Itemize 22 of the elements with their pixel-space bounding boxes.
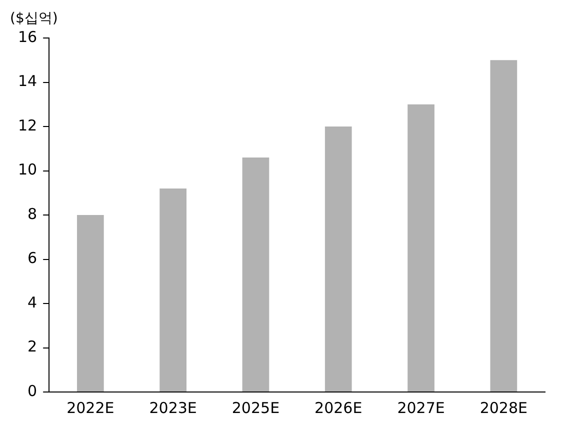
x-tick-label: 2022E bbox=[66, 398, 114, 417]
y-tick-label: 4 bbox=[28, 293, 38, 312]
bar bbox=[242, 157, 270, 392]
y-tick-label: 14 bbox=[18, 72, 38, 90]
y-tick-label: 6 bbox=[28, 249, 38, 268]
bar bbox=[490, 60, 518, 392]
y-tick-label: 10 bbox=[18, 160, 38, 179]
bar bbox=[76, 215, 104, 392]
bar bbox=[160, 188, 186, 392]
y-tick-label: 0 bbox=[28, 382, 38, 400]
y-axis-title: ($십억) bbox=[10, 10, 58, 27]
bar bbox=[324, 126, 352, 392]
y-tick-label: 12 bbox=[18, 116, 38, 134]
x-tick-label: 2023E bbox=[149, 398, 197, 417]
y-tick-label: 8 bbox=[28, 204, 38, 223]
x-tick-label: 2025E bbox=[232, 398, 280, 417]
x-tick-label: 2027E bbox=[397, 398, 445, 417]
y-tick-label: 2 bbox=[28, 338, 38, 356]
y-tick-label: 16 bbox=[18, 28, 38, 46]
bar bbox=[408, 104, 434, 392]
x-tick-label: 2026E bbox=[314, 398, 362, 417]
x-tick-label: 2028E bbox=[480, 398, 528, 417]
